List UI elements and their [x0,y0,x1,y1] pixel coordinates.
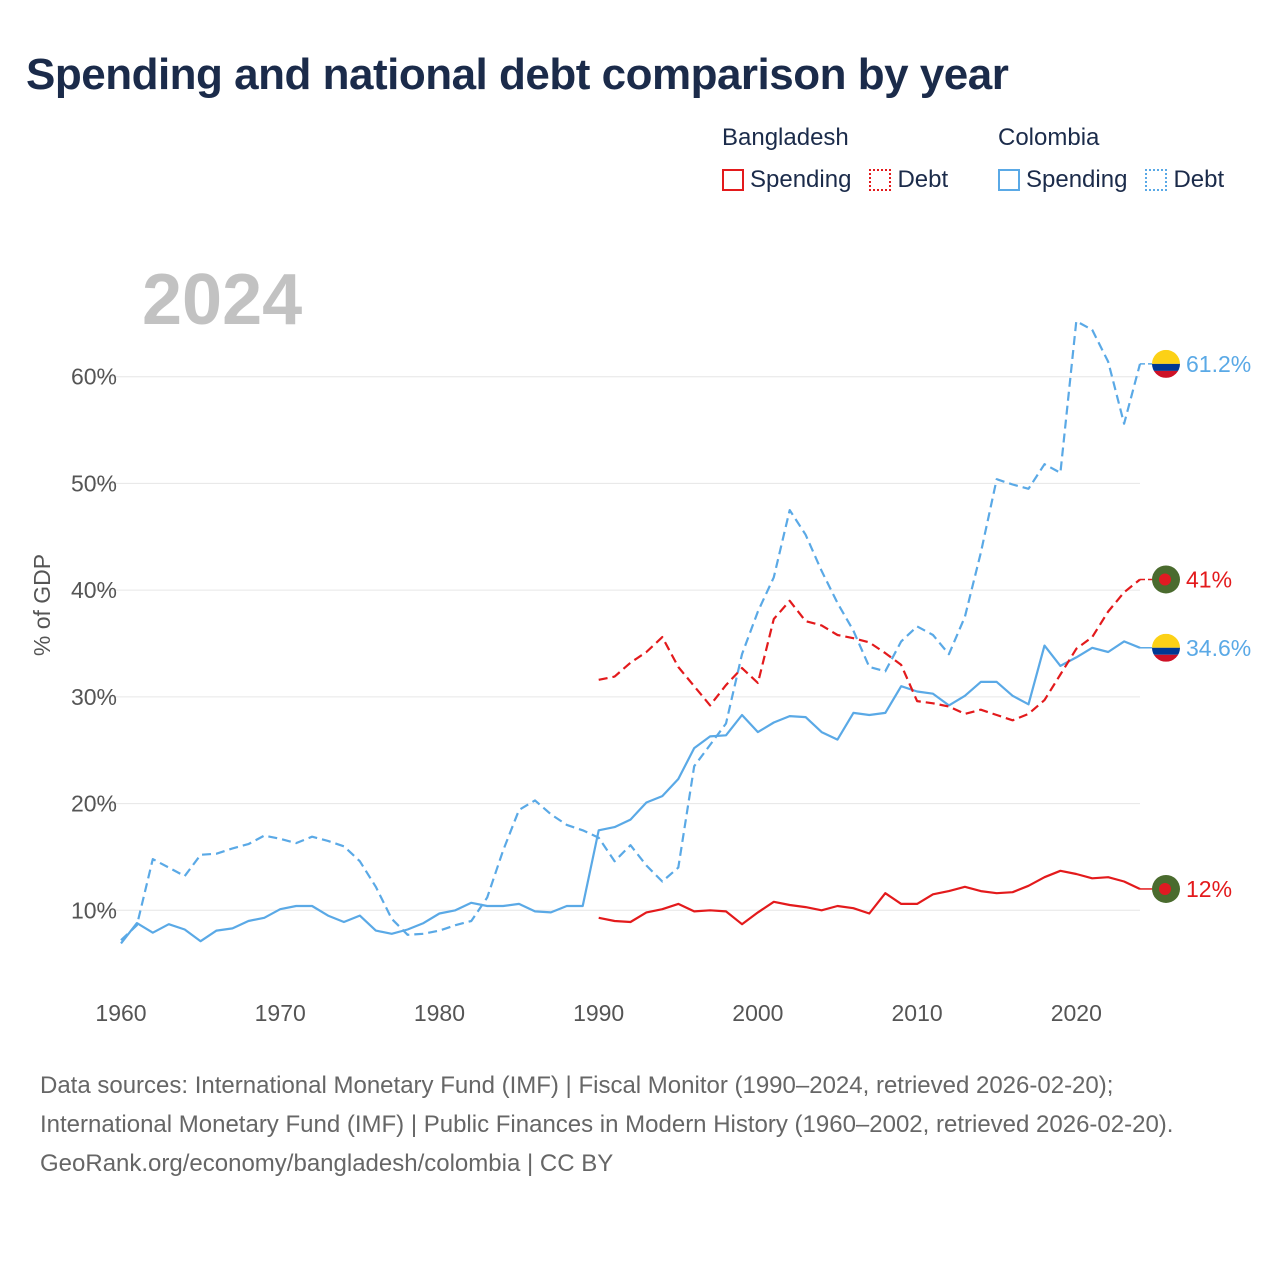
year-watermark: 2024 [142,260,302,340]
end-marker-colombia-spending: 34.6% [1152,633,1251,662]
legend-group-colombia: Colombia Spending Debt [998,124,1224,194]
y-tick-label: 30% [71,684,117,710]
y-axis-ticks: 10% 20% 30% 40% 50% 60% [71,364,117,924]
x-tick-label: 1970 [255,1000,306,1026]
legend-bangladesh-debt[interactable]: Debt [869,166,948,194]
x-tick-label: 2000 [732,1000,783,1026]
x-tick-label: 1980 [414,1000,465,1026]
end-value-label: 34.6% [1186,635,1251,661]
end-markers: 61.2% 34.6% 41% 12% [1140,349,1251,903]
end-value-label: 61.2% [1186,351,1251,377]
end-value-label: 41% [1186,566,1232,592]
legend-country-bangladesh: Bangladesh [722,124,849,151]
x-tick-label: 2010 [892,1000,943,1026]
footer: Data sources: International Monetary Fun… [40,1066,1240,1183]
end-marker-colombia-debt: 61.2% [1152,349,1251,378]
end-value-label: 12% [1186,876,1232,902]
x-axis-ticks: 1960 1970 1980 1990 2000 2010 2020 [95,1000,1101,1026]
series-line-bangladesh-spending[interactable] [598,869,1141,926]
series-line-bangladesh-debt[interactable] [598,578,1141,722]
legend-country-colombia: Colombia [998,124,1100,151]
line-chart: 2024 10% 20% 30% 40% 50% 60% 1960 1970 1980 1990… [29,260,1251,1026]
series-line-colombia-debt[interactable] [120,320,1142,942]
end-marker-bangladesh-debt: 41% [1152,565,1232,594]
chart-title: Spending and national debt comparison by… [26,50,1009,99]
y-tick-label: 20% [71,791,117,817]
legend-bangladesh-spending[interactable]: Spending [722,166,851,194]
legend-swatch-solid [998,169,1020,191]
end-marker-bangladesh-spending: 12% [1152,874,1232,903]
y-tick-label: 40% [71,577,117,603]
legend-swatch-dotted [869,169,892,191]
bangladesh-flag-icon [1152,565,1180,594]
series-lines [120,320,1142,945]
x-tick-label: 1960 [95,1000,146,1026]
gridlines [95,376,1140,911]
legend-label: Spending [750,166,852,193]
colombia-flag-icon [1152,349,1180,378]
legend-label: Spending [1026,166,1128,193]
y-tick-label: 10% [71,897,117,923]
legend-label: Debt [1173,166,1225,193]
data-sources: Data sources: International Monetary Fun… [40,1072,1174,1138]
x-tick-label: 2020 [1051,1000,1102,1026]
series-line-colombia-spending[interactable] [120,640,1141,945]
legend-colombia-spending[interactable]: Spending [998,166,1127,194]
legend-colombia-debt[interactable]: Debt [1145,166,1224,194]
legend-swatch-dotted [1145,169,1168,191]
colombia-flag-icon [1152,633,1180,662]
bangladesh-flag-icon [1152,874,1180,903]
x-tick-label: 1990 [573,1000,624,1026]
legend-group-bangladesh: Bangladesh Spending Debt [722,124,948,194]
y-axis-label: % of GDP [29,554,55,656]
legend-label: Debt [897,166,949,193]
credit-link[interactable]: GeoRank.org/economy/bangladesh/colombia … [40,1150,614,1177]
y-tick-label: 60% [71,364,117,390]
legend-swatch-solid [722,169,744,191]
y-tick-label: 50% [71,470,117,496]
